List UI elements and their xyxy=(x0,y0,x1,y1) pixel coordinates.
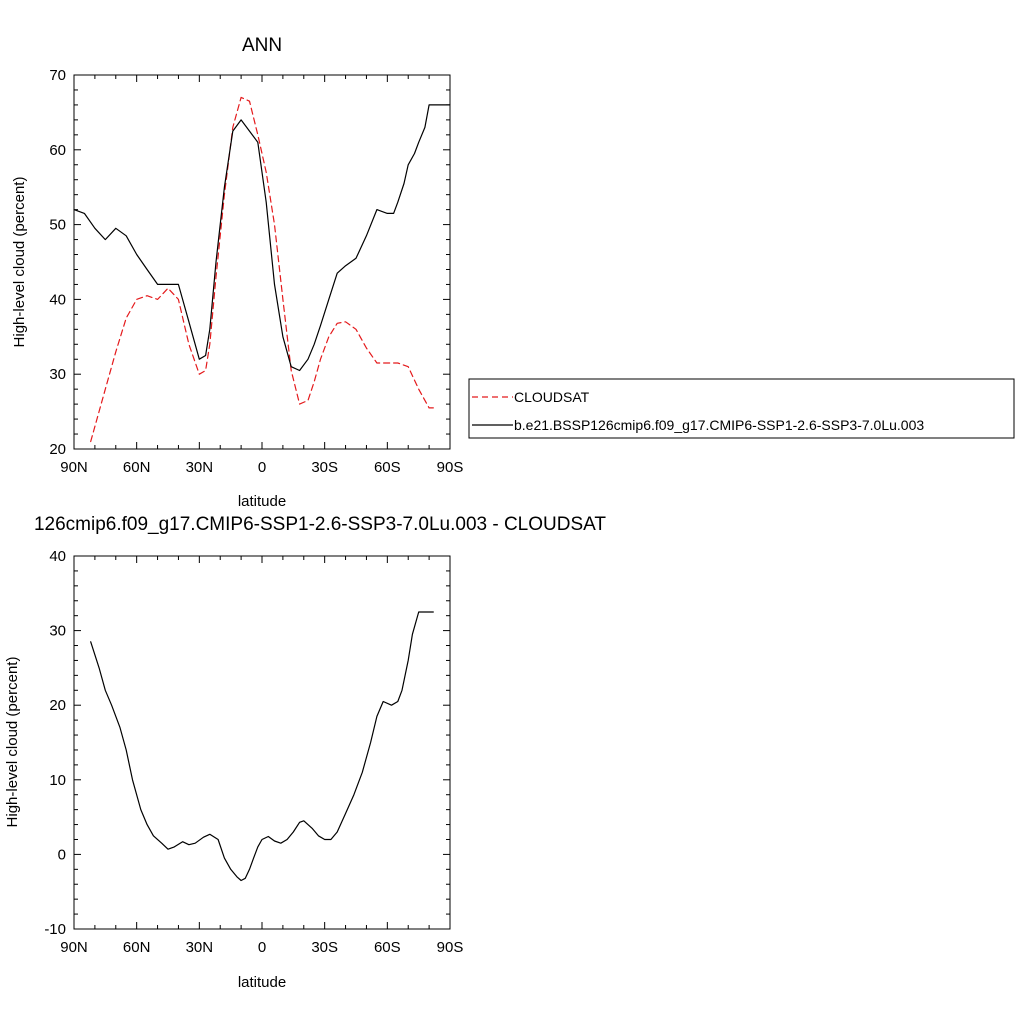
y-tick-label: 0 xyxy=(58,846,66,863)
bottom-plot-frame xyxy=(73,555,451,930)
legend-label-model: b.e21.BSSP126cmip6.f09_g17.CMIP6-SSP1-2.… xyxy=(514,417,924,433)
y-tick-label: 70 xyxy=(49,67,66,84)
top-ticks-layer: 90N 60N 30N 0 30S 60S 90S 20 30 40 50 60 70 xyxy=(49,67,463,476)
top-y-axis-label: High-level cloud (percent) xyxy=(11,177,28,348)
top-x-axis-label: latitude xyxy=(238,493,286,510)
bottom-y-axis-label: High-level cloud (percent) xyxy=(4,657,21,828)
x-tick-label: 30N xyxy=(186,459,214,476)
x-tick-label: 60S xyxy=(374,939,401,956)
bottom-series-layer xyxy=(90,611,434,882)
x-tick-label: 30N xyxy=(186,939,214,956)
y-tick-label: 30 xyxy=(49,366,66,383)
bottom-ticks-layer: 90N 60N 30N 0 30S 60S 90S -10 0 10 20 30 40 xyxy=(44,548,463,956)
series-line-0-0 xyxy=(90,96,434,443)
x-tick-label: 90S xyxy=(437,459,464,476)
y-tick-label: 20 xyxy=(49,441,66,458)
x-tick-label: 60N xyxy=(123,939,151,956)
x-tick-label: 30S xyxy=(311,939,338,956)
x-tick-label: 0 xyxy=(258,459,266,476)
series-line-1-0 xyxy=(90,611,434,882)
y-tick-label: 10 xyxy=(49,772,66,789)
x-tick-label: 0 xyxy=(258,939,266,956)
top-series-layer xyxy=(73,96,451,443)
y-tick-label: 20 xyxy=(49,697,66,714)
x-tick-label: 60N xyxy=(123,459,151,476)
bottom-chart-title: 126cmip6.f09_g17.CMIP6-SSP1-2.6-SSP3-7.0… xyxy=(34,514,606,535)
x-tick-label: 60S xyxy=(374,459,401,476)
y-tick-label: 40 xyxy=(49,291,66,308)
top-panel: ANN 90N 60N 30N 0 30S 60S 90S 20 30 40 50 60 70 lati… xyxy=(11,35,463,510)
x-tick-label: 30S xyxy=(311,459,338,476)
legend: CLOUDSAT b.e21.BSSP126cmip6.f09_g17.CMIP… xyxy=(468,378,1015,439)
legend-label-cloudsat: CLOUDSAT xyxy=(514,389,590,405)
y-tick-label: 50 xyxy=(49,217,66,234)
bottom-panel: 126cmip6.f09_g17.CMIP6-SSP1-2.6-SSP3-7.0… xyxy=(4,514,606,991)
series-line-0-1 xyxy=(73,104,451,372)
top-plot-frame xyxy=(73,74,451,450)
y-tick-label: 60 xyxy=(49,142,66,159)
x-tick-label: 90S xyxy=(437,939,464,956)
x-tick-label: 90N xyxy=(60,939,88,956)
legend-box xyxy=(468,378,1015,439)
bottom-x-axis-label: latitude xyxy=(238,974,286,991)
y-tick-label: 30 xyxy=(49,623,66,640)
x-tick-label: 90N xyxy=(60,459,88,476)
y-tick-label: -10 xyxy=(44,921,66,938)
y-tick-label: 40 xyxy=(49,548,66,565)
top-chart-title: ANN xyxy=(242,35,282,56)
